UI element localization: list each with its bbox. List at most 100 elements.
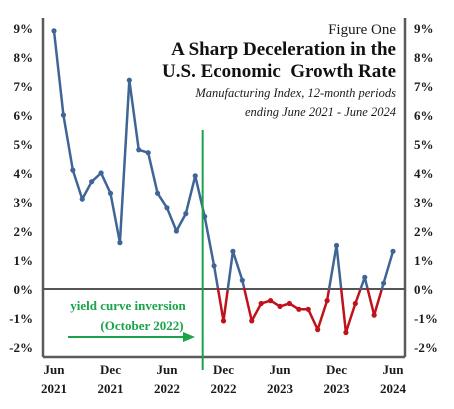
data-point [164, 205, 170, 211]
data-point [154, 190, 161, 196]
series-line-segment [316, 299, 329, 331]
data-point [173, 228, 180, 234]
data-point [239, 277, 245, 283]
y-tick-label-left: -1% [9, 311, 33, 326]
series-line-segment [327, 244, 338, 291]
series-line-segment [243, 287, 253, 323]
x-tick-month-label: Jun [270, 362, 292, 377]
chart-subtitle-line1: Manufacturing Index, 12-month periods [194, 86, 396, 100]
data-point [380, 280, 387, 286]
data-point [324, 298, 330, 304]
series-line-segment [184, 174, 197, 215]
y-tick-label-right: 7% [414, 79, 434, 94]
y-tick-label-left: 0% [14, 282, 34, 297]
series-line-segment [52, 29, 65, 117]
series-line-segment [118, 78, 131, 244]
data-point [277, 303, 283, 309]
x-tick-year-label: 2023 [267, 381, 294, 396]
data-point [98, 170, 104, 176]
x-tick-month-label: Jun [383, 362, 405, 377]
x-tick-month-label: Dec [213, 362, 234, 377]
data-point [183, 211, 189, 217]
x-tick-year-label: 2022 [154, 381, 180, 396]
y-tick-label-right: -2% [414, 340, 438, 355]
x-tick-month-label: Dec [326, 362, 347, 377]
series-line-segment [128, 78, 140, 152]
series-line-segment [335, 244, 343, 291]
data-point [70, 167, 76, 173]
series-line-segment [372, 287, 384, 317]
series-line-segment [382, 250, 395, 285]
series-line-segment [307, 308, 319, 331]
y-tick-label-left: 1% [14, 253, 34, 268]
data-point [60, 112, 67, 118]
data-point [79, 196, 85, 202]
y-tick-label-left: 9% [14, 21, 34, 36]
x-tick-year-label: 2022 [211, 381, 237, 396]
series-line-segment [99, 171, 112, 195]
data-point [371, 312, 377, 318]
series-line-segment [81, 180, 93, 201]
y-tick-label-right: 6% [414, 108, 434, 123]
data-point [258, 300, 264, 307]
series-line-segment [62, 113, 75, 172]
annotation-label-line2: (October 2022) [100, 318, 183, 333]
x-tick-year-label: 2021 [41, 381, 67, 396]
annotation-arrow-head [183, 332, 195, 342]
series-line-segment [231, 250, 244, 282]
y-tick-label-right: 1% [414, 253, 434, 268]
y-tick-label-left: 7% [14, 79, 34, 94]
data-point [362, 274, 368, 280]
y-tick-label-left: 3% [14, 195, 34, 210]
data-point [315, 327, 321, 333]
y-tick-label-left: -2% [9, 340, 33, 355]
series-line-segment [339, 287, 348, 334]
data-point [107, 190, 114, 196]
data-point [249, 318, 255, 324]
series-line-segment [366, 287, 376, 317]
y-tick-label-right: 2% [414, 224, 434, 239]
data-point [126, 77, 132, 83]
series-line-segment [212, 264, 220, 291]
chart-subtitle-line2: ending June 2021 - June 2024 [245, 105, 396, 119]
y-tick-label-left: 2% [14, 224, 34, 239]
y-tick-label-right: 4% [414, 166, 434, 181]
data-point [267, 298, 274, 304]
y-tick-label-right: 3% [414, 195, 434, 210]
x-tick-month-label: Jun [44, 362, 66, 377]
y-tick-label-right: 0% [414, 282, 434, 297]
series-line-segment [344, 302, 357, 334]
x-tick-month-label: Jun [157, 362, 179, 377]
data-point [333, 242, 340, 249]
x-tick-year-label: 2024 [380, 381, 407, 396]
x-tick-month-label: Dec [100, 362, 121, 377]
data-point [211, 263, 217, 269]
y-tick-label-left: 5% [14, 137, 34, 152]
series-line-segment [222, 287, 230, 323]
data-point [296, 306, 302, 312]
data-point [220, 318, 227, 324]
data-point [145, 150, 151, 156]
y-tick-label-left: 4% [14, 166, 34, 181]
data-point [117, 240, 123, 246]
series-line-segment [146, 151, 159, 195]
figure-label: Figure One [328, 22, 396, 38]
series-line-segment [226, 250, 235, 291]
chart-marks [51, 28, 396, 336]
x-tick-year-label: 2023 [324, 381, 351, 396]
data-point [89, 179, 95, 185]
data-point [305, 306, 311, 312]
y-tick-label-right: -1% [414, 311, 438, 326]
data-point [136, 147, 142, 153]
data-point [51, 28, 57, 34]
series-line-segment [250, 302, 263, 323]
series-line-segment [175, 212, 188, 233]
series-line-segment [156, 192, 169, 210]
series-line-segment [109, 192, 122, 244]
series-line-segment [203, 215, 216, 268]
data-point [343, 329, 349, 336]
data-point [192, 173, 198, 179]
chart-title-line1: A Sharp Deceleration in the [171, 39, 396, 60]
y-tick-label-left: 8% [14, 50, 34, 65]
